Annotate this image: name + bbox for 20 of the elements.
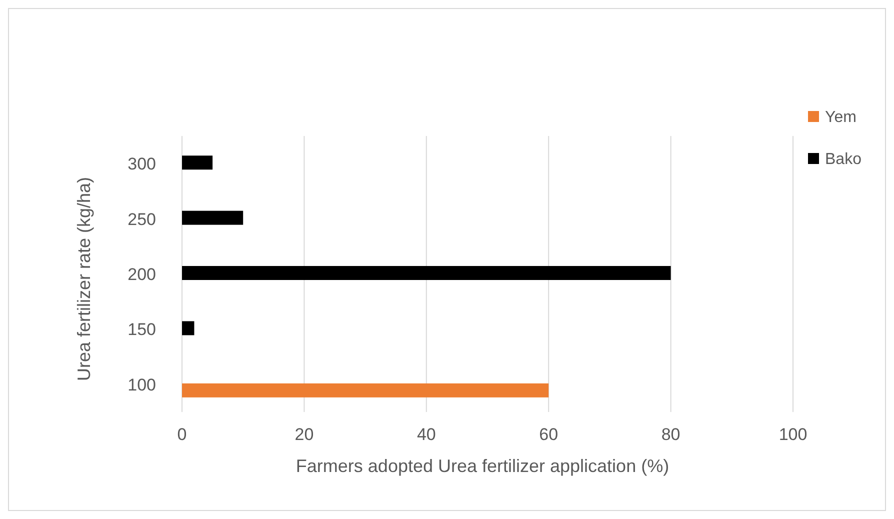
x-axis-title: Farmers adopted Urea fertilizer application (%) — [296, 456, 670, 476]
y-axis-title: Urea fertilizer rate (kg/ha) — [74, 176, 94, 382]
bar — [182, 383, 549, 398]
y-tick-label: 200 — [128, 265, 156, 284]
x-tick-label: 0 — [177, 425, 187, 444]
legend-label: Bako — [825, 151, 862, 168]
x-tick-label: 80 — [661, 425, 680, 444]
y-tick-label: 100 — [128, 375, 156, 394]
x-tick-label: 20 — [294, 425, 314, 444]
bar — [182, 210, 244, 225]
x-tick-label: 60 — [539, 425, 558, 444]
y-tick-label: 150 — [128, 320, 156, 340]
y-tick-label: 300 — [128, 154, 156, 174]
y-tick-label: 250 — [128, 210, 156, 229]
bar — [182, 266, 671, 280]
legend-label: Yem — [825, 109, 856, 126]
x-tick-label: 100 — [778, 425, 808, 444]
bar — [182, 156, 213, 170]
x-tick-label: 40 — [416, 425, 436, 444]
bar — [182, 321, 194, 336]
